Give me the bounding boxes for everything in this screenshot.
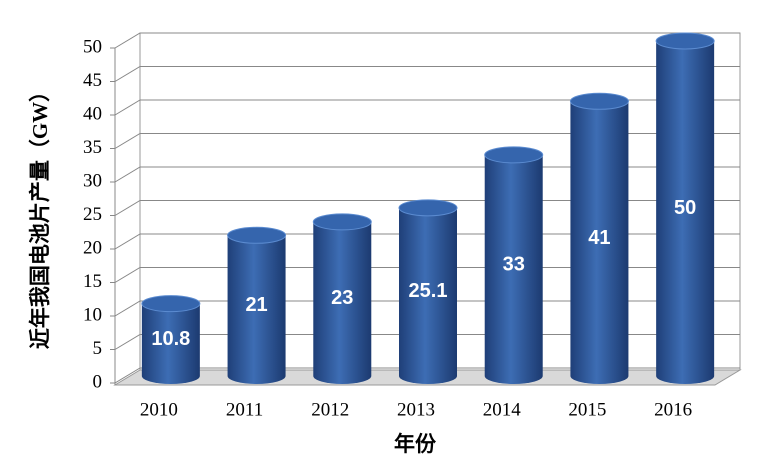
y-tick-label: 0 — [93, 371, 103, 392]
x-tick-label: 2013 — [397, 399, 435, 420]
value-label: 21 — [245, 294, 267, 316]
x-tick-label: 2016 — [654, 399, 692, 420]
grid-line — [114, 66, 740, 82]
y-tick-label: 20 — [83, 237, 102, 258]
bar — [227, 226, 287, 384]
bar — [655, 32, 715, 384]
x-tick-label: 2014 — [483, 399, 522, 420]
y-tick-label: 25 — [83, 204, 102, 225]
bar-body — [656, 41, 715, 384]
value-label: 25.1 — [409, 280, 448, 302]
bar — [569, 92, 629, 385]
x-tick-label: 2011 — [226, 399, 263, 420]
bar — [484, 146, 544, 384]
y-tick-label: 30 — [83, 170, 102, 191]
x-tick-label: 2010 — [140, 399, 178, 420]
grid-line — [114, 133, 740, 149]
bar-top — [312, 213, 372, 231]
grid-line — [114, 99, 740, 116]
bar-top — [569, 92, 629, 110]
bar — [398, 199, 458, 384]
y-tick-label: 15 — [83, 271, 102, 292]
value-label: 50 — [674, 197, 696, 219]
bar — [141, 295, 201, 384]
y-tick-label: 10 — [83, 304, 102, 325]
bar-body — [399, 207, 457, 384]
x-axis-title: 年份 — [394, 432, 437, 456]
bar-top — [141, 295, 201, 313]
value-label: 10.8 — [151, 328, 190, 350]
bar-top — [484, 146, 544, 164]
y-tick-label: 45 — [83, 70, 102, 91]
bar — [312, 213, 372, 384]
bar-body — [141, 303, 200, 384]
x-tick-label: 2012 — [311, 399, 349, 420]
y-axis-title: 近年我国电池片产量（GW） — [28, 81, 52, 349]
bar-top — [655, 32, 715, 50]
bar-top — [398, 199, 458, 217]
value-label: 41 — [588, 227, 610, 249]
bar-body — [313, 221, 372, 384]
value-label: 23 — [331, 287, 353, 309]
x-tick-label: 2015 — [568, 399, 606, 420]
bar-body — [484, 154, 543, 384]
bar-body — [227, 235, 286, 384]
y-tick-label: 35 — [83, 137, 102, 158]
bar-top — [227, 226, 287, 244]
bar-body — [570, 101, 629, 385]
grid-line — [114, 32, 740, 49]
y-tick-label: 5 — [93, 338, 103, 359]
y-tick-label: 50 — [83, 36, 102, 57]
value-label: 33 — [503, 254, 525, 276]
y-tick-label: 40 — [83, 103, 102, 124]
